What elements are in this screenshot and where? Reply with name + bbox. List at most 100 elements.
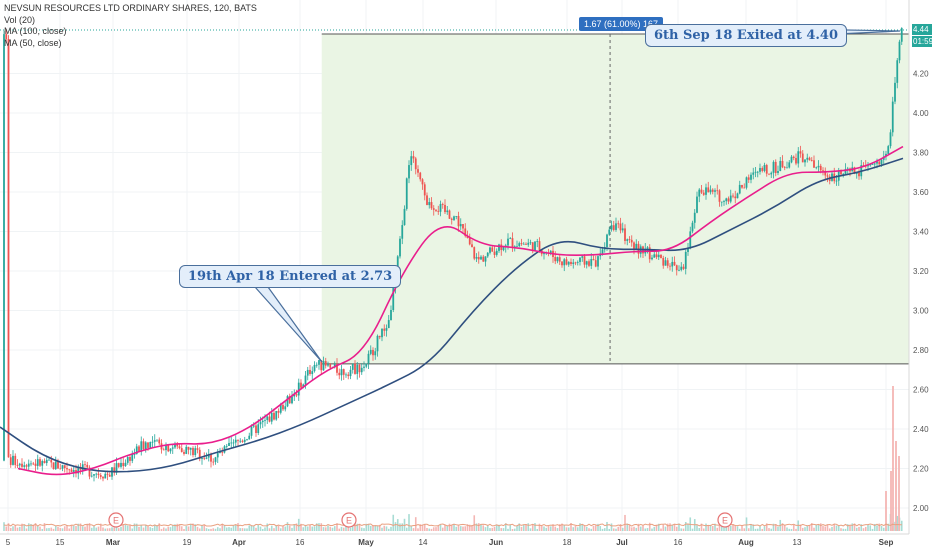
volume-bar	[491, 527, 494, 531]
candle-body	[590, 259, 593, 266]
earnings-marker[interactable]	[717, 512, 733, 528]
volume-bar	[525, 523, 527, 531]
candle-body	[129, 457, 131, 461]
time-axis-bg[interactable]	[0, 534, 932, 550]
entry-callout[interactable]: 19th Apr 18 Entered at 2.73	[179, 265, 402, 288]
volume-bar	[783, 525, 786, 531]
time-tick-label: Mar	[106, 538, 120, 547]
volume-bar	[23, 524, 26, 531]
volume-bar	[747, 528, 750, 531]
volume-bar	[372, 525, 374, 531]
candle-body	[770, 172, 773, 175]
candle-body	[178, 446, 181, 449]
candle-body	[261, 420, 264, 423]
price-axis-labels: 2.00 2.20 2.40 2.60 2.80 3.00 3.20 3.40 3.60 3.80…	[913, 70, 929, 514]
candle-body	[309, 369, 311, 375]
candle-body	[401, 225, 404, 239]
candle-body	[702, 192, 705, 195]
candle-body	[525, 243, 527, 245]
volume-bar	[45, 528, 48, 531]
volume-bar	[255, 527, 257, 531]
exit-callout[interactable]: 6th Sep 18 Exited at 4.40	[645, 24, 848, 47]
ma100-legend[interactable]: MA (100, close)	[4, 26, 67, 36]
volume-bar	[849, 525, 851, 531]
volume-bar	[869, 525, 872, 531]
volume-bar	[176, 523, 179, 531]
candle-body	[725, 198, 728, 202]
candle-body	[86, 464, 89, 468]
candle-body	[212, 461, 215, 463]
volume-bar	[277, 525, 280, 531]
candle-body	[610, 225, 613, 230]
volume-bar	[895, 441, 897, 531]
earnings-marker[interactable]	[341, 512, 357, 528]
candle-body	[826, 175, 829, 177]
candle-body	[538, 241, 541, 250]
candle-body	[549, 250, 552, 254]
candle-body	[597, 256, 599, 267]
candle-body	[453, 216, 455, 220]
candle-body	[383, 328, 386, 331]
candle-body	[216, 453, 219, 458]
volume-bar	[781, 523, 784, 531]
volume-bar	[97, 526, 100, 531]
volume-bar	[700, 523, 703, 531]
volume-bar	[185, 526, 188, 531]
volume-bar	[887, 523, 890, 531]
candle-body	[241, 440, 244, 442]
volume-bar	[322, 527, 325, 531]
candle-body	[657, 254, 660, 258]
volume-bar	[648, 522, 651, 531]
volume-bar	[63, 526, 66, 531]
volume-bar	[435, 527, 437, 531]
price-axis-bg[interactable]	[909, 0, 932, 534]
trade-range-area	[321, 34, 909, 364]
candle-body	[585, 261, 588, 265]
volume-bar	[241, 528, 244, 531]
volume-bar	[171, 524, 174, 531]
candle-body	[194, 448, 197, 456]
candle-body	[570, 261, 572, 265]
volume-bar	[628, 524, 631, 531]
volume-bar	[543, 526, 545, 531]
volume-bar	[84, 526, 86, 531]
volume-bar	[723, 527, 725, 531]
candle-body	[142, 441, 145, 450]
candle-body	[340, 369, 343, 376]
volume-bar	[655, 525, 658, 531]
candle-body	[70, 469, 73, 472]
candle-body	[39, 459, 41, 466]
candle-body	[664, 260, 667, 266]
volume-bar	[590, 528, 593, 531]
volume-bar	[822, 526, 824, 531]
candle-body	[318, 360, 320, 365]
volume-bar	[882, 527, 885, 531]
volume-bar	[765, 523, 768, 531]
candle-body	[876, 161, 878, 164]
candle-body	[444, 204, 446, 213]
candle-body	[108, 474, 111, 477]
volume-bar	[95, 527, 98, 531]
candle-body	[486, 252, 489, 257]
volume-bar	[736, 526, 739, 531]
volume-legend[interactable]: Vol (20)	[4, 14, 36, 25]
volume-bar	[486, 525, 489, 531]
volume-bar	[853, 523, 856, 531]
candle-body	[124, 462, 127, 467]
volume-bar	[633, 526, 635, 531]
candle-body	[763, 165, 766, 171]
volume-bar	[390, 526, 392, 531]
volume-bar	[511, 528, 514, 531]
candle-body	[250, 426, 253, 436]
candle-body	[588, 261, 590, 266]
earnings-marker-glyph: E	[346, 516, 352, 526]
candle-body	[806, 157, 809, 160]
volume-bar	[880, 525, 883, 531]
earnings-marker[interactable]	[108, 512, 124, 528]
candle-body	[790, 156, 793, 163]
symbol-title[interactable]: NEVSUN RESOURCES LTD ORDINARY SHARES, 12…	[4, 3, 257, 13]
ma50-legend[interactable]: MA (50, close)	[4, 37, 62, 48]
volume-bar	[513, 528, 516, 531]
volume-bar	[448, 523, 451, 531]
